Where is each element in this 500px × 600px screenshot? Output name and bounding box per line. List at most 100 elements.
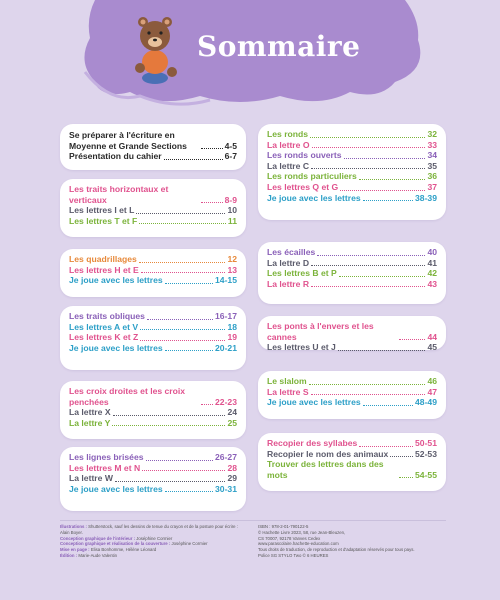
toc-entry[interactable]: Les lettres H et E 13	[69, 265, 237, 276]
toc-entry-title: Les croix droites et les croix penchées	[69, 386, 186, 407]
toc-entry[interactable]: La lettre R 43	[267, 279, 437, 290]
toc-entry[interactable]: Le slalom 46	[267, 376, 437, 387]
toc-entry-title: Recopier le nom des animaux	[267, 448, 389, 459]
legal-line: CS 70007, 92178 Vanves Cedex	[258, 535, 321, 541]
toc-page-number: 16-17	[215, 311, 237, 321]
toc-entry-title: Les lignes brisées	[69, 452, 144, 462]
cloud-shape	[83, 0, 421, 106]
toc-leader-dots	[311, 265, 426, 267]
header-cloud: Sommaire	[0, 0, 500, 110]
toc-page-number: 12	[227, 254, 237, 264]
toc-page-number: 25	[227, 417, 237, 428]
toc-entry[interactable]: Se préparer à l'écriture en Moyenne et G…	[69, 130, 237, 151]
toc-entry[interactable]: La lettre Y 25	[69, 418, 237, 429]
toc-leader-dots	[136, 212, 226, 214]
toc-entry-title: La lettre Y	[69, 417, 111, 428]
toc-leader-dots	[163, 158, 223, 160]
toc-entry-title: Les traits horizontaux et verticaux	[69, 184, 169, 205]
toc-entry[interactable]: Les lettres U et J 45	[267, 342, 437, 353]
toc-entry[interactable]: Les lettres T et F 11	[69, 216, 237, 227]
toc-leader-dots	[311, 286, 426, 288]
toc-entry[interactable]: La lettre O 33	[267, 140, 437, 151]
toc-entry-title: Recopier des syllabes	[267, 438, 358, 448]
toc-entry[interactable]: Les lettres I et L 10	[69, 205, 237, 216]
toc-entry-title: Les lettres H et E	[69, 264, 139, 275]
legal-line: Tous droits de traduction, de reproducti…	[258, 547, 415, 553]
toc-page-number: 40	[427, 247, 437, 257]
toc-entry[interactable]: Recopier des syllabes 50-51	[267, 438, 437, 449]
toc-page-number: 26-27	[215, 452, 237, 462]
toc-leader-dots	[164, 491, 214, 493]
toc-leader-dots	[310, 136, 426, 138]
toc-leader-dots	[138, 261, 226, 263]
toc-entry[interactable]: Les lettres K et Z 19	[69, 332, 237, 343]
toc-page-number: 48-49	[415, 397, 437, 408]
toc-entry[interactable]: Recopier le nom des animaux 52-53	[267, 449, 437, 460]
toc-entry-title: Se préparer à l'écriture en Moyenne et G…	[69, 130, 187, 151]
toc-page-number: 36	[427, 171, 437, 182]
toc-page-number: 29	[227, 473, 237, 484]
toc-entry[interactable]: Trouver des lettres dans des mots 54-55	[267, 459, 437, 480]
toc-entry[interactable]: La lettre S 47	[267, 387, 437, 398]
toc-page-number: 54-55	[415, 469, 437, 480]
toc-entry-title: La lettre R	[267, 278, 310, 289]
toc-page-number: 14-15	[215, 275, 237, 286]
toc-entry[interactable]: Les ronds 32	[267, 129, 437, 140]
toc-leader-dots	[337, 349, 426, 351]
toc-entry[interactable]: Les écailles 40	[267, 247, 437, 258]
toc-entry[interactable]: Les traits obliques 16-17	[69, 311, 237, 322]
legal-line: ISBN : 978-2-01-790122-5	[258, 524, 309, 529]
toc-entry-title: La lettre S	[267, 386, 309, 397]
toc-page-number: 20-21	[215, 342, 237, 353]
toc-entry[interactable]: Les croix droites et les croix penchées 2…	[69, 386, 237, 407]
toc-entry[interactable]: Les ponts à l'envers et les cannes 44	[267, 321, 437, 342]
toc-entry[interactable]: Je joue avec les lettres 48-49	[267, 397, 437, 408]
toc-entry-title: Les lettres U et J	[267, 342, 336, 353]
toc-entry[interactable]: Je joue avec les lettres 20-21	[69, 343, 237, 354]
toc-entry[interactable]: Les lettres M et N 28	[69, 463, 237, 474]
credit-line: Mise en page : Elisa Bonhomme, Hélène Lé…	[60, 547, 240, 553]
toc-entry-title: Les ronds particuliers	[267, 171, 357, 182]
toc-leader-dots	[201, 202, 223, 204]
toc-page-number: 35	[427, 160, 437, 171]
toc-section-card: Les quadrillages 12 Les lettres H et E 13 Je…	[60, 249, 246, 297]
toc-page-number: 4-5	[224, 140, 237, 151]
toc-entry[interactable]: La lettre D 41	[267, 258, 437, 269]
toc-entry[interactable]: Les traits horizontaux et verticaux 8-9	[69, 184, 237, 205]
credit-line: Conception graphique et réalisation de l…	[60, 541, 240, 547]
toc-entry-title: Les ponts à l'envers et les cannes	[267, 321, 374, 342]
toc-entry[interactable]: Les lignes brisées 26-27	[69, 452, 237, 463]
toc-entry[interactable]: La lettre W 29	[69, 473, 237, 484]
toc-leader-dots	[146, 318, 214, 320]
toc-entry[interactable]: Je joue avec les lettres 38-39	[267, 193, 437, 204]
toc-page-number: 24	[227, 407, 237, 418]
toc-entry[interactable]: Les ronds ouverts 34	[267, 150, 437, 161]
toc-leader-dots	[310, 394, 426, 396]
credits-block: Illustrations : Shutterstock, sauf les d…	[60, 524, 240, 559]
toc-entry[interactable]: Les lettres Q et G 37	[267, 182, 437, 193]
toc-entry[interactable]: Les ronds particuliers 36	[267, 171, 437, 182]
credit-line: Édition : Marie-Aude Valentin	[60, 553, 240, 559]
toc-entry[interactable]: Les lettres A et V 18	[69, 322, 237, 333]
toc-entry-title: Les quadrillages	[69, 254, 137, 264]
toc-entry[interactable]: Les lettres B et P 42	[267, 268, 437, 279]
toc-entry[interactable]: Les quadrillages 12	[69, 254, 237, 265]
toc-entry[interactable]: Je joue avec les lettres 30-31	[69, 484, 237, 495]
toc-leader-dots	[201, 404, 214, 406]
toc-page-number: 43	[427, 278, 437, 289]
toc-entry[interactable]: Je joue avec les lettres 14-15	[69, 275, 237, 286]
toc-page-number: 41	[427, 257, 437, 268]
toc-leader-dots	[142, 470, 226, 472]
toc-entry[interactable]: Présentation du cahier 6-7	[69, 151, 237, 162]
toc-page-number: 6-7	[224, 151, 237, 162]
toc-page-number: 50-51	[415, 438, 437, 448]
toc-entry-title: La lettre W	[69, 473, 113, 484]
credit-text: Shutterstock, sauf les dessins de tenue …	[60, 524, 238, 535]
toc-leader-dots	[362, 404, 414, 406]
credit-text: Joséphine Cormier	[136, 535, 173, 541]
toc-leader-dots	[140, 339, 226, 341]
toc-entry[interactable]: La lettre X 24	[69, 407, 237, 418]
toc-entry[interactable]: La lettre C 35	[267, 161, 437, 172]
toc-section-card: Les écailles 40 La lettre D 41 Les lettres B…	[258, 242, 446, 304]
toc-entry-title: Les lettres Q et G	[267, 181, 339, 192]
